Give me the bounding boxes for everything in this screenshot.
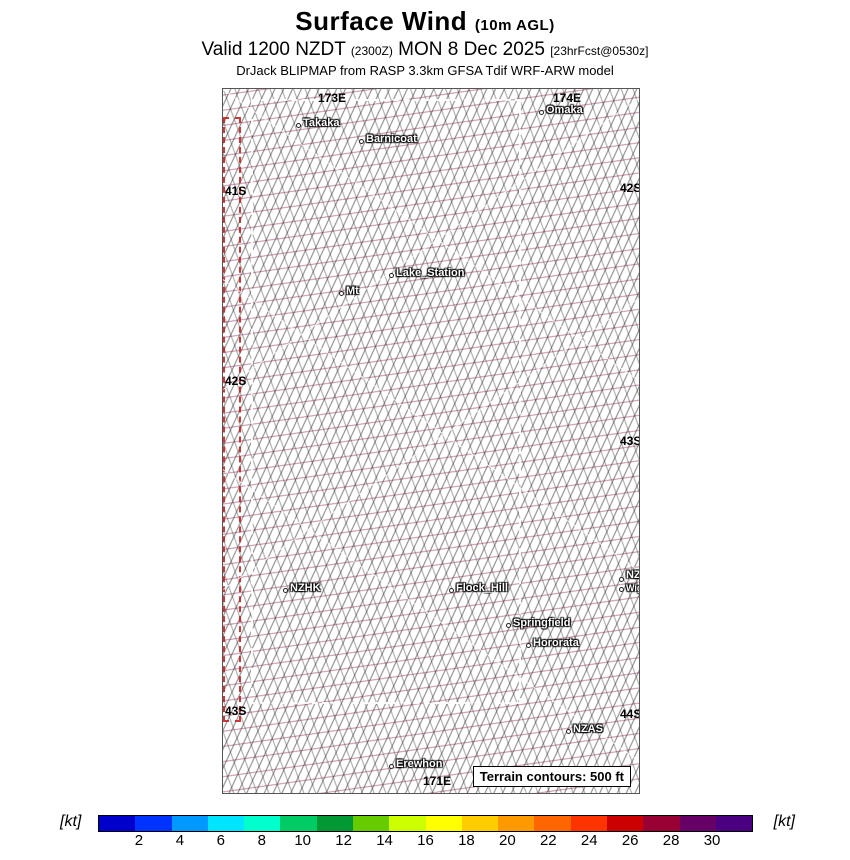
title-valid: Valid 1200 NZDT (2300Z) MON 8 Dec 2025 [… [0, 39, 850, 61]
place-marker-mt[interactable] [339, 291, 344, 296]
place-label-barnicoat: Barnicoat [366, 133, 417, 145]
place-marker-nzas[interactable] [566, 729, 571, 734]
place-label-erewhon: Erewhon [396, 758, 442, 770]
legend-swatch [716, 816, 752, 831]
legend-tick-label: 30 [704, 832, 721, 849]
legend-swatch [389, 816, 425, 831]
legend-ticks: 2 4 6 8 10 12 14 16 18 20 22 24 26 28 30 [98, 832, 753, 848]
title-main: Surface Wind (10m AGL) [0, 6, 850, 37]
legend-swatch [534, 816, 570, 831]
header-block: Surface Wind (10m AGL) Valid 1200 NZDT (… [0, 0, 850, 78]
legend-swatch [280, 816, 316, 831]
legend-swatch [571, 816, 607, 831]
legend-tick-label: 28 [663, 832, 680, 849]
analysis-domain-box [251, 99, 521, 704]
legend-tick-label: 16 [417, 832, 434, 849]
legend-swatch [317, 816, 353, 831]
terrain-contour-note: Terrain contours: 500 ft [473, 766, 631, 787]
wind-map: 41S 42S 42S 43S 43S 44S 173E 174E 171E 1… [222, 88, 640, 794]
place-marker-erewhon[interactable] [389, 764, 394, 769]
legend-tick-label: 18 [458, 832, 475, 849]
place-label-nzch: NZCH [626, 569, 640, 581]
place-label-mt: Mt [346, 285, 359, 297]
legend-swatch [244, 816, 280, 831]
place-marker-lake-station[interactable] [389, 273, 394, 278]
place-marker-takaka[interactable] [296, 123, 301, 128]
legend-tick-label: 8 [258, 832, 266, 849]
lat-label: 43S [225, 704, 246, 718]
legend-tick-label: 4 [176, 832, 184, 849]
color-legend: [kt] [kt] 2 4 6 8 10 12 14 16 18 20 22 2… [0, 805, 850, 855]
lat-label: 43S [620, 434, 640, 448]
legend-tick-label: 6 [217, 832, 225, 849]
place-label-hororata: Hororata [533, 637, 579, 649]
legend-swatch [208, 816, 244, 831]
lon-label: 174E [553, 91, 581, 105]
lon-label: 171E [423, 774, 451, 788]
title-subtitle: DrJack BLIPMAP from RASP 3.3km GFSA Tdif… [0, 63, 850, 78]
place-label-nzhk: NZHK [290, 582, 321, 594]
place-marker-hororata[interactable] [526, 643, 531, 648]
place-label-takaka: Takaka [303, 117, 340, 129]
legend-swatch [99, 816, 135, 831]
lon-label: 173E [318, 91, 346, 105]
place-marker-barnicoat[interactable] [359, 139, 364, 144]
legend-swatch [462, 816, 498, 831]
place-marker-nzch[interactable] [619, 577, 624, 582]
legend-swatch [680, 816, 716, 831]
legend-unit-left: [kt] [60, 813, 81, 831]
place-marker-springfield[interactable] [506, 623, 511, 628]
legend-tick-label: 2 [135, 832, 143, 849]
place-label-omaka: Omaka [546, 104, 583, 116]
place-label-lake-station: Lake_Station [396, 267, 464, 279]
lat-label: 44S [620, 707, 640, 721]
map-inner: 41S 42S 42S 43S 43S 44S 173E 174E 171E 1… [223, 89, 639, 793]
legend-tick-label: 10 [294, 832, 311, 849]
legend-swatch [498, 816, 534, 831]
secondary-domain-box [223, 117, 241, 722]
place-label-springfield: Springfield [513, 617, 570, 629]
legend-swatch [172, 816, 208, 831]
lat-label: 42S [620, 181, 640, 195]
legend-swatch [135, 816, 171, 831]
place-label-flock-hill: Flock_Hill [456, 582, 508, 594]
legend-tick-label: 20 [499, 832, 516, 849]
place-label-nzas: NZAS [573, 723, 603, 735]
legend-tick-label: 22 [540, 832, 557, 849]
legend-tick-label: 26 [622, 832, 639, 849]
legend-swatch [353, 816, 389, 831]
legend-swatch [426, 816, 462, 831]
legend-swatch [643, 816, 679, 831]
legend-swatch [607, 816, 643, 831]
place-label-wigram: Wigram [626, 583, 640, 593]
place-marker-flock-hill[interactable] [449, 588, 454, 593]
legend-colorbar [98, 815, 753, 832]
legend-tick-label: 24 [581, 832, 598, 849]
place-marker-nzhk[interactable] [283, 588, 288, 593]
legend-tick-label: 14 [376, 832, 393, 849]
place-marker-omaka[interactable] [539, 110, 544, 115]
lat-label: 42S [225, 374, 246, 388]
legend-tick-label: 12 [335, 832, 352, 849]
place-marker-wigram[interactable] [619, 587, 624, 592]
lat-label: 41S [225, 184, 246, 198]
legend-unit-right: [kt] [774, 813, 795, 831]
